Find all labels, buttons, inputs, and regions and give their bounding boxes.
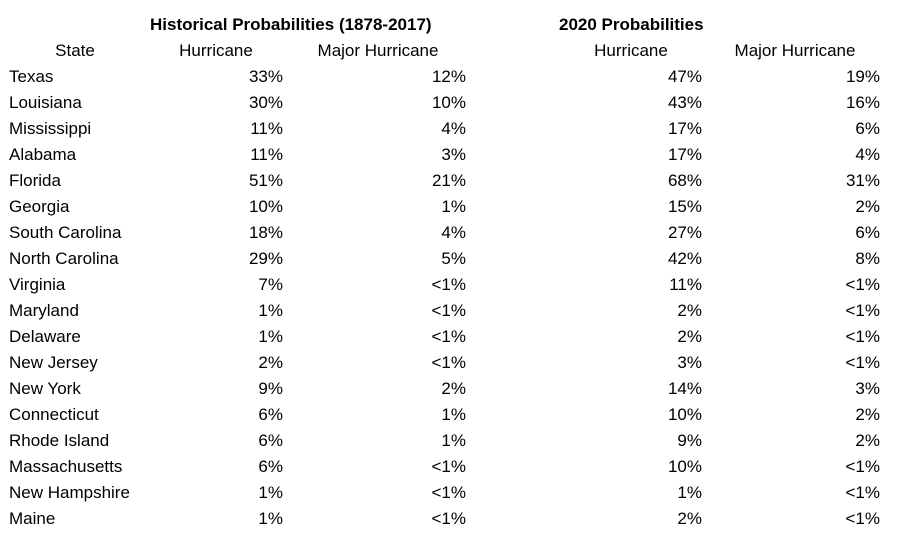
probability-cell: <1% (431, 509, 467, 528)
probability-cell: 9% (677, 431, 702, 450)
probability-cell: 14% (667, 379, 702, 398)
probability-cell: 10% (667, 457, 702, 476)
column-header: Major Hurricane (734, 41, 856, 60)
state-name: Florida (9, 171, 61, 190)
state-name: Georgia (9, 197, 70, 216)
probability-cell: 2% (677, 509, 702, 528)
group-header: Historical Probabilities (1878-2017) (150, 15, 432, 34)
state-name: Texas (9, 67, 54, 86)
probability-cell: 1% (258, 509, 283, 528)
probability-cell: 6% (258, 405, 283, 424)
probability-cell: 10% (667, 405, 702, 424)
probability-cell: 17% (667, 119, 702, 138)
state-name: Louisiana (9, 93, 82, 112)
state-name: North Carolina (9, 249, 119, 268)
probability-cell: 6% (855, 223, 880, 242)
probability-cell: 31% (845, 171, 880, 190)
probability-cell: 1% (441, 431, 466, 450)
state-name: South Carolina (9, 223, 122, 242)
probability-cell: 15% (667, 197, 702, 216)
probability-cell: 5% (441, 249, 466, 268)
probability-cell: 2% (677, 301, 702, 320)
probability-cell: 10% (248, 197, 283, 216)
probability-cell: 6% (258, 457, 283, 476)
state-name: Mississippi (9, 119, 92, 138)
probability-cell: 30% (248, 93, 283, 112)
probability-cell: 68% (667, 171, 702, 190)
column-header: Hurricane (179, 41, 253, 60)
state-name: Maine (9, 509, 56, 528)
probability-cell: 21% (431, 171, 466, 190)
probability-cell: 27% (667, 223, 702, 242)
group-header: 2020 Probabilities (559, 15, 704, 34)
probability-cell: 9% (258, 379, 283, 398)
probability-cell: <1% (431, 483, 467, 502)
probability-cell: <1% (845, 457, 881, 476)
probability-cell: 11% (250, 145, 283, 164)
probability-cell: 11% (250, 119, 283, 138)
probability-cell: 16% (845, 93, 880, 112)
probability-cell: 3% (855, 379, 880, 398)
probability-cell: 2% (855, 197, 880, 216)
state-name: New York (9, 379, 81, 398)
probability-cell: <1% (845, 301, 881, 320)
state-name: New Jersey (9, 353, 98, 372)
probability-cell: 47% (667, 67, 702, 86)
probability-cell: 8% (855, 249, 880, 268)
probability-cell: 29% (248, 249, 283, 268)
probability-cell: <1% (845, 353, 881, 372)
probability-cell: 1% (441, 405, 466, 424)
probability-cell: <1% (845, 509, 881, 528)
probability-cell: 19% (845, 67, 880, 86)
probability-cell: 4% (441, 223, 466, 242)
column-header: Major Hurricane (317, 41, 439, 60)
probability-cell: <1% (431, 301, 467, 320)
probability-cell: 10% (431, 93, 466, 112)
probability-cell: 1% (677, 483, 702, 502)
probability-cell: 3% (677, 353, 702, 372)
probability-cell: <1% (845, 275, 881, 294)
probability-cell: 42% (667, 249, 702, 268)
probability-cell: 2% (855, 431, 880, 450)
probability-cell: 33% (248, 67, 283, 86)
probability-cell: <1% (431, 327, 467, 346)
probability-cell: <1% (431, 457, 467, 476)
probability-cell: 4% (441, 119, 466, 138)
probability-cell: 43% (667, 93, 702, 112)
probability-cell: 1% (441, 197, 466, 216)
state-name: Alabama (9, 145, 77, 164)
column-header: Hurricane (594, 41, 668, 60)
state-name: Maryland (9, 301, 79, 320)
probability-cell: 3% (441, 145, 466, 164)
probability-cell: 7% (258, 275, 283, 294)
probability-cell: 4% (855, 145, 880, 164)
state-name: Massachusetts (9, 457, 123, 476)
probability-cell: 2% (855, 405, 880, 424)
probability-cell: <1% (845, 327, 881, 346)
probability-cell: 11% (669, 275, 702, 294)
state-name: New Hampshire (9, 483, 130, 502)
probability-cell: 12% (431, 67, 466, 86)
probability-cell: 2% (441, 379, 466, 398)
probability-cell: 6% (258, 431, 283, 450)
state-name: Connecticut (9, 405, 99, 424)
probability-cell: 1% (258, 301, 283, 320)
probability-cell: 6% (855, 119, 880, 138)
probability-cell: <1% (845, 483, 881, 502)
probability-cell: 2% (677, 327, 702, 346)
column-header: State (55, 41, 95, 60)
probability-cell: <1% (431, 353, 467, 372)
probability-cell: 1% (258, 327, 283, 346)
probability-cell: 17% (667, 145, 702, 164)
state-name: Rhode Island (9, 431, 110, 450)
probability-cell: <1% (431, 275, 467, 294)
state-name: Virginia (9, 275, 66, 294)
probability-cell: 18% (248, 223, 283, 242)
probability-cell: 1% (258, 483, 283, 502)
probability-cell: 51% (248, 171, 283, 190)
state-name: Delaware (9, 327, 81, 346)
probability-cell: 2% (258, 353, 283, 372)
